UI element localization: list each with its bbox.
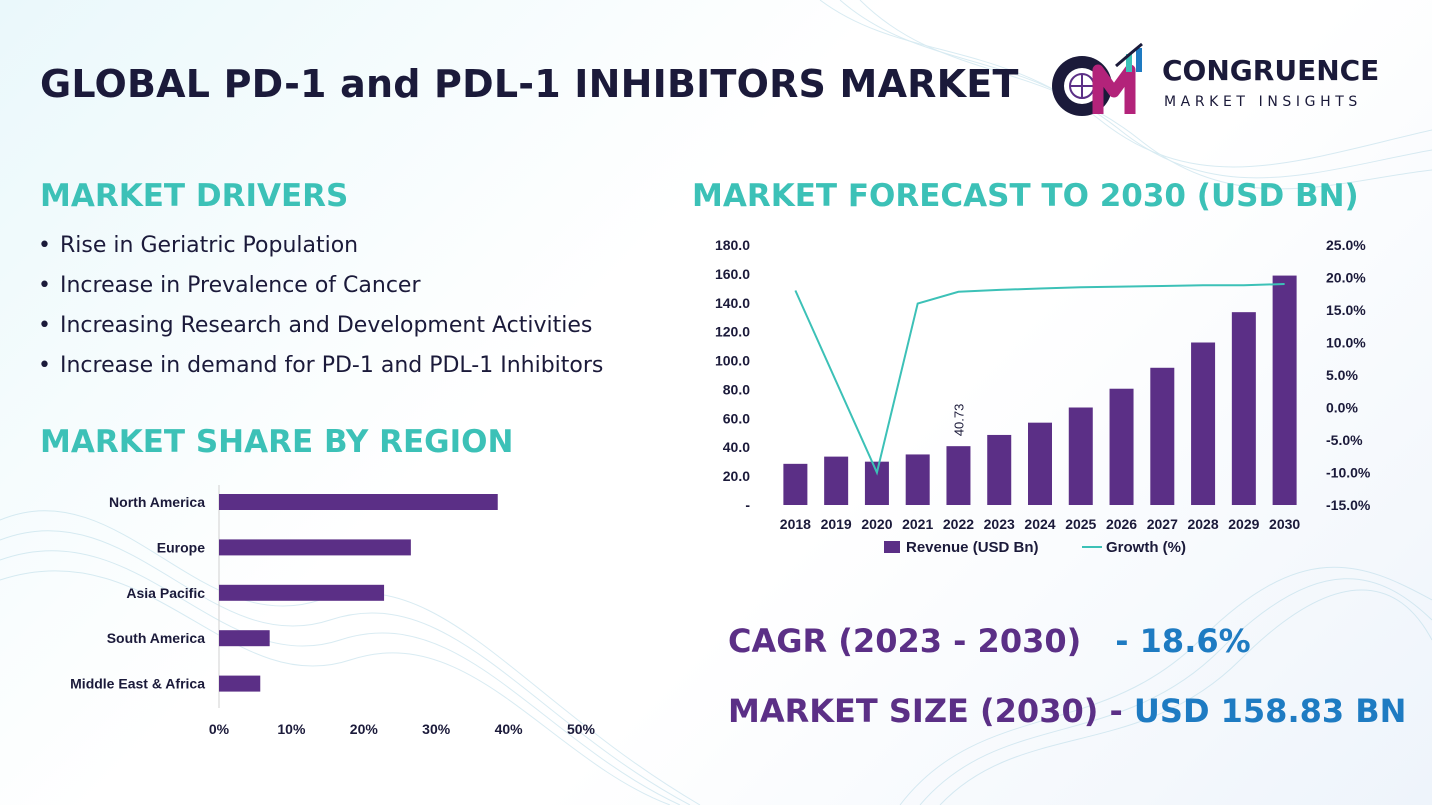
forecast-left-tick-label: 140.0 [715,295,750,311]
legend-growth-label: Growth (%) [1106,539,1186,556]
region-bar [219,584,385,601]
forecast-left-tick-label: 100.0 [715,353,750,369]
revenue-bar [824,456,849,505]
forecast-right-tick-label: 5.0% [1326,367,1358,383]
forecast-heading: MARKET FORECAST TO 2030 (USD BN) [692,178,1359,214]
list-item: • Increase in demand for PD-1 and PDL-1 I… [38,353,604,378]
market-size-label: MARKET SIZE (2030) - [728,692,1123,730]
market-drivers-heading: MARKET DRIVERS [40,178,349,214]
company-logo: CONGRUENCE MARKET INSIGHTS [1046,40,1396,120]
forecast-left-tick-label: 160.0 [715,266,750,282]
revenue-bar [783,463,808,505]
region-x-tick-label: 0% [209,721,230,737]
revenue-data-label: 40.73 [951,404,966,437]
market-size-kpi: MARKET SIZE (2030) - USD 158.83 BN [728,692,1406,730]
legend-revenue-label: Revenue (USD Bn) [906,539,1039,556]
forecast-left-tick-label: - [745,497,750,513]
region-x-tick-label: 50% [567,721,596,737]
forecast-right-tick-label: 10.0% [1326,335,1366,351]
market-size-value: USD 158.83 BN [1133,692,1407,730]
region-category-label: North America [109,494,205,510]
forecast-x-tick-label: 2030 [1269,516,1300,532]
revenue-bar [1068,407,1093,505]
forecast-right-tick-label: -5.0% [1326,432,1363,448]
forecast-x-tick-label: 2021 [902,516,933,532]
forecast-x-tick-label: 2028 [1187,516,1218,532]
forecast-right-tick-label: 25.0% [1326,237,1366,253]
forecast-x-tick-label: 2018 [780,516,811,532]
forecast-x-tick-label: 2019 [821,516,852,532]
forecast-right-tick-label: 15.0% [1326,302,1366,318]
growth-line [794,283,1285,476]
forecast-right-tick-label: 0.0% [1326,400,1358,416]
forecast-x-tick-label: 2029 [1228,516,1259,532]
forecast-x-tick-label: 2020 [861,516,892,532]
region-bar [219,675,261,692]
revenue-bar [1028,422,1052,505]
cagr-value: - 18.6% [1115,622,1251,660]
region-x-tick-label: 30% [422,721,451,737]
revenue-bar [1191,342,1216,505]
list-item: • Rise in Geriatric Population [38,233,359,258]
forecast-left-tick-label: 80.0 [723,381,750,397]
revenue-bar [905,454,930,505]
region-share-chart: North America Europe Asia Pacific South Ame… [70,485,596,737]
logo-name: CONGRUENCE [1162,54,1380,87]
revenue-bar [1150,367,1175,505]
forecast-left-tick-label: 40.0 [723,439,750,455]
forecast-chart: - 20.0 40.0 60.0 80.0 100.0 120.0 140.0 160.0 180… [715,237,1371,556]
revenue-bar [864,461,889,505]
forecast-right-tick-label: 20.0% [1326,270,1366,286]
region-x-tick-label: 10% [277,721,306,737]
forecast-right-tick-label: -15.0% [1326,497,1371,513]
market-drivers-list: • Rise in Geriatric Population • Increase … [38,230,603,390]
logo-tagline: MARKET INSIGHTS [1164,94,1362,110]
region-category-label: Europe [157,539,205,555]
region-bar [219,630,270,647]
forecast-left-tick-label: 60.0 [723,410,750,426]
revenue-bar [946,446,971,505]
forecast-left-tick-label: 180.0 [715,237,750,253]
legend-revenue-swatch [884,541,900,553]
region-share-heading: MARKET SHARE BY REGION [40,424,514,460]
forecast-left-tick-label: 120.0 [715,324,750,340]
revenue-bar [1109,388,1134,505]
forecast-x-tick-label: 2027 [1147,516,1178,532]
list-item: • Increase in Prevalence of Cancer [38,273,421,298]
revenue-bar [1231,312,1256,505]
region-x-tick-label: 20% [350,721,379,737]
revenue-bar [1272,275,1297,505]
region-category-label: Middle East & Africa [70,676,205,692]
cagr-label: CAGR (2023 - 2030) [728,622,1082,660]
region-x-tick-label: 40% [495,721,524,737]
cmi-logo-icon [1052,42,1143,116]
forecast-left-tick-label: 20.0 [723,468,750,484]
forecast-x-tick-label: 2022 [943,516,974,532]
page-title: GLOBAL PD-1 and PDL-1 INHIBITORS MARKET [40,62,1019,106]
forecast-right-tick-label: -10.0% [1326,465,1371,481]
forecast-x-tick-label: 2023 [984,516,1015,532]
region-category-label: Asia Pacific [126,585,205,601]
cagr-kpi: CAGR (2023 - 2030) - 18.6% [728,622,1251,660]
revenue-bar [987,434,1012,505]
forecast-x-tick-label: 2025 [1065,516,1096,532]
forecast-x-tick-label: 2026 [1106,516,1137,532]
forecast-x-tick-label: 2024 [1024,516,1055,532]
region-bar [219,539,411,556]
region-bar [219,494,498,510]
list-item: • Increasing Research and Development Act… [38,313,593,338]
region-category-label: South America [107,630,205,646]
